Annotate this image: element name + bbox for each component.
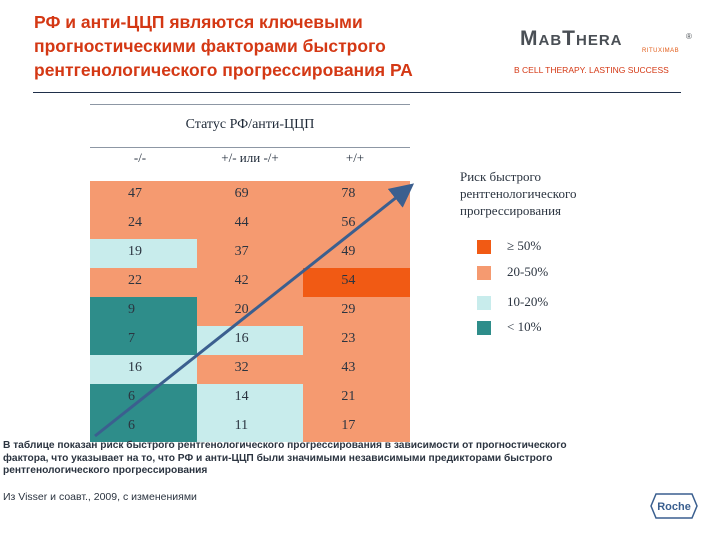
table-cell: 24: [90, 210, 197, 239]
logo-wordmark: MabThera: [520, 27, 623, 50]
mabthera-logo: MabThera ® RITUXIMAB B CELL THERAPY. LAS…: [508, 24, 698, 84]
table-cell: 21: [303, 384, 410, 413]
table-cell: 44: [196, 210, 304, 239]
table-cell: 19: [90, 239, 197, 268]
slide-title: РФ и анти-ЦЦП являются ключевыми прогнос…: [34, 12, 413, 80]
legend-title: Риск быстрого рентгенологического прогре…: [460, 169, 577, 218]
legend-swatch-medium-low: [477, 296, 491, 310]
header-divider: [33, 92, 681, 93]
table-cell: 23: [303, 326, 410, 355]
roche-wordmark: Roche: [657, 501, 691, 513]
table-row: 9 20 29: [90, 297, 410, 326]
column-header-pos-pos: +/+: [345, 150, 365, 165]
roche-logo: Roche: [650, 493, 698, 519]
column-header-mixed: +/- или -/+: [221, 150, 279, 165]
table-row: 24 44 56: [90, 210, 410, 239]
logo-subtext: RITUXIMAB: [642, 48, 680, 54]
table-cell: 69: [196, 181, 304, 210]
table-cell: 42: [196, 268, 304, 297]
table-cell: 22: [90, 268, 197, 297]
table-cell: 49: [303, 239, 410, 268]
legend-swatch-medium-high: [477, 266, 491, 280]
table-cell: 7: [90, 326, 197, 355]
table-cell: 29: [303, 297, 410, 326]
table-cell: 43: [303, 355, 410, 384]
caption-text: В таблице показан риск быстрого рентгено…: [3, 440, 567, 476]
legend-label-medium-low: 10-20%: [507, 294, 549, 309]
table-row: 16 32 43: [90, 355, 410, 384]
table-cell: 6: [90, 384, 197, 413]
legend-label-medium-high: 20-50%: [507, 264, 549, 279]
legend-swatch-high: [477, 240, 491, 254]
table-row: 22 42 54: [90, 268, 410, 297]
status-group-header: Статус РФ/анти-ЦЦП: [90, 104, 410, 148]
table-cell: 32: [196, 355, 304, 384]
logo-tagline: B CELL THERAPY. LASTING SUCCESS: [514, 65, 669, 75]
table-cell: 54: [303, 268, 410, 297]
legend-swatch-low: [477, 321, 491, 335]
table-cell: 56: [303, 210, 410, 239]
table-row: 19 37 49: [90, 239, 410, 268]
table-cell: 16: [90, 355, 197, 384]
legend-label-high: ≥ 50%: [507, 238, 542, 253]
risk-table: 47 69 78 24 44 56 19 37 49 22 42 54 9 20 29 7 16 23 16 32 43…: [90, 181, 410, 442]
status-group-title: Статус РФ/анти-ЦЦП: [185, 117, 315, 132]
table-cell: 14: [196, 384, 304, 413]
table-cell: 9: [90, 297, 197, 326]
table-cell: 6: [90, 413, 197, 442]
table-row: 6 11 17: [90, 413, 410, 442]
table-cell: 78: [303, 181, 410, 210]
legend-label-low: < 10%: [507, 319, 542, 334]
table-cell: 37: [196, 239, 304, 268]
table-row: 7 16 23: [90, 326, 410, 355]
logo-registered-mark: ®: [686, 32, 692, 41]
table-cell: 16: [196, 326, 304, 355]
table-cell: 47: [90, 181, 197, 210]
table-cell: 17: [303, 413, 410, 442]
table-row: 6 14 21: [90, 384, 410, 413]
source-note: Из Visser и соавт., 2009, с изменениями: [3, 491, 197, 503]
table-cell: 20: [196, 297, 304, 326]
column-header-neg-neg: -/-: [133, 150, 147, 165]
table-cell: 11: [196, 413, 304, 442]
table-row: 47 69 78: [90, 181, 410, 210]
